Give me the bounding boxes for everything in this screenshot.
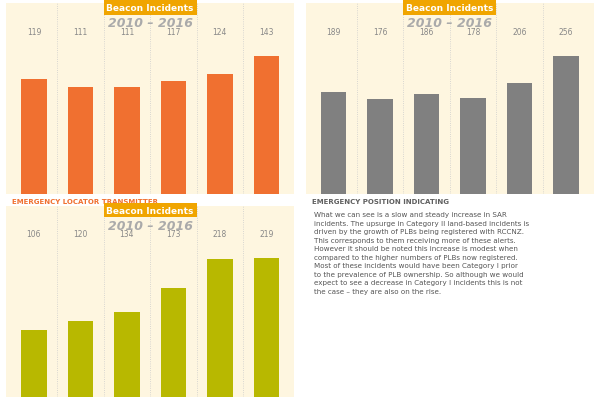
- Text: Beacon Incidents: Beacon Incidents: [106, 4, 194, 13]
- Bar: [321, 93, 346, 195]
- Text: EMERGENCY LOCATOR TRANSMITTER
(ELT): EMERGENCY LOCATOR TRANSMITTER (ELT): [12, 198, 158, 212]
- Bar: [207, 259, 233, 397]
- Text: 189: 189: [326, 28, 341, 36]
- Text: 111: 111: [73, 28, 88, 36]
- Text: 2010 – 2016: 2010 – 2016: [407, 17, 493, 30]
- Text: 111: 111: [120, 28, 134, 36]
- Text: 256: 256: [559, 28, 574, 36]
- Text: 186: 186: [419, 28, 434, 36]
- Text: 218: 218: [213, 230, 227, 239]
- Text: 124: 124: [212, 28, 227, 36]
- Bar: [161, 288, 186, 397]
- Bar: [21, 80, 47, 195]
- Bar: [207, 75, 233, 195]
- Text: EMERGENCY POSITION INDICATING
RADIO BEACON (EPIRB): EMERGENCY POSITION INDICATING RADIO BEAC…: [311, 198, 449, 212]
- Bar: [254, 57, 279, 195]
- Text: 2010 – 2016: 2010 – 2016: [107, 220, 193, 233]
- Text: 2010 – 2016: 2010 – 2016: [107, 17, 193, 30]
- Bar: [161, 82, 186, 195]
- Text: Beacon Incidents: Beacon Incidents: [106, 206, 194, 215]
- Text: 206: 206: [512, 28, 527, 36]
- Text: 134: 134: [119, 230, 134, 239]
- Text: 176: 176: [373, 28, 388, 36]
- Bar: [460, 99, 486, 195]
- Text: 117: 117: [166, 28, 181, 36]
- Bar: [21, 330, 47, 397]
- Bar: [414, 94, 439, 195]
- Bar: [114, 87, 140, 195]
- Bar: [367, 100, 393, 195]
- Bar: [507, 83, 532, 195]
- Bar: [68, 321, 93, 397]
- Bar: [114, 312, 140, 397]
- Bar: [254, 259, 279, 397]
- Text: 178: 178: [466, 28, 481, 36]
- Text: 120: 120: [73, 230, 88, 239]
- Bar: [68, 87, 93, 195]
- Text: 119: 119: [27, 28, 41, 36]
- Text: Beacon Incidents: Beacon Incidents: [406, 4, 494, 13]
- Text: 219: 219: [259, 230, 274, 239]
- Text: What we can see is a slow and steady increase in SAR
incidents. The upsurge in C: What we can see is a slow and steady inc…: [314, 212, 530, 294]
- Text: 173: 173: [166, 230, 181, 239]
- Text: 106: 106: [26, 230, 41, 239]
- Bar: [553, 57, 579, 195]
- Text: 143: 143: [259, 28, 274, 36]
